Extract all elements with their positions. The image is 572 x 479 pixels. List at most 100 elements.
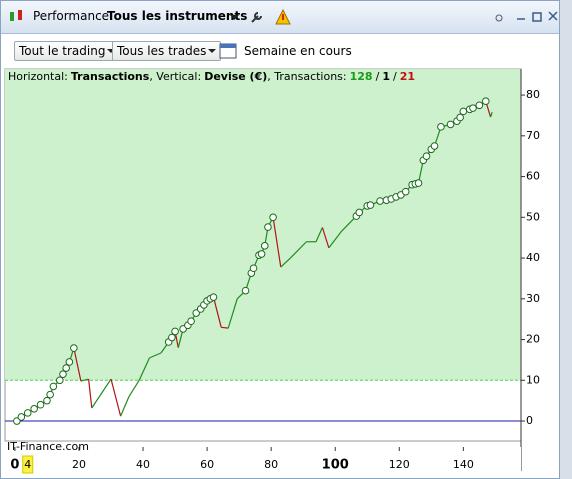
equity-segment <box>73 347 82 382</box>
tab-performance[interactable]: Performance <box>33 9 110 23</box>
new-high-marker <box>366 201 375 209</box>
watermark: IT-Finance.com <box>7 440 89 453</box>
title-bar: Performance Tous les instruments <box>1 1 559 34</box>
equity-segment <box>80 378 89 382</box>
y-tick-label: 0 <box>526 414 533 427</box>
new-high-marker <box>23 409 32 417</box>
wrench-icon[interactable] <box>249 9 265 25</box>
new-high-marker <box>49 382 58 391</box>
y-tick-label: 40 <box>526 251 540 264</box>
header-part: Devise (€) <box>204 70 267 83</box>
equity-segment <box>321 227 330 249</box>
x-tick-label: 0 <box>10 458 19 473</box>
new-high-marker <box>30 405 38 413</box>
header-part: 1 <box>382 70 390 83</box>
x-tick-label: 60 <box>200 458 214 471</box>
new-high-marker <box>475 101 484 110</box>
new-high-marker <box>422 152 431 160</box>
calendar-icon[interactable] <box>219 41 239 61</box>
equity-segment <box>280 257 291 268</box>
new-high-marker <box>241 286 250 295</box>
equity-segment <box>91 378 112 409</box>
header-part: 128 <box>350 70 373 83</box>
y-tick-label: 20 <box>526 333 540 346</box>
header-part: Transactions <box>71 70 150 83</box>
equity-segment <box>88 379 93 409</box>
new-high-marker <box>459 107 468 116</box>
toolbar: Tout le trading Tous les trades Semaine … <box>1 34 559 66</box>
header-part: Horizontal: <box>8 70 68 83</box>
new-high-marker <box>17 413 26 421</box>
equity-segment <box>289 241 307 259</box>
equity-segment <box>138 357 151 381</box>
chart: 0 10 20 30 40 50 60 70 80 0 20 40 60 80 100 120 140 4 IT-F… <box>1 68 540 477</box>
new-high-marker <box>187 317 195 326</box>
new-high-marker <box>264 223 272 231</box>
period-label: Semaine en cours <box>244 44 352 58</box>
new-high-marker <box>59 370 67 378</box>
chart-icon <box>10 10 22 21</box>
new-high-marker <box>469 104 477 112</box>
new-high-marker <box>355 208 364 217</box>
header-part: , Vertical: <box>149 70 201 83</box>
x-tick-label: 100 <box>322 458 349 473</box>
equity-segment <box>212 297 222 328</box>
new-high-marker <box>260 242 269 250</box>
new-high-marker <box>168 333 176 342</box>
new-high-marker <box>43 396 51 405</box>
window-controls[interactable] <box>491 10 561 26</box>
header-part: / <box>393 70 397 83</box>
equity-segment <box>490 112 493 118</box>
y-tick-label: 30 <box>526 292 540 305</box>
new-high-marker <box>437 123 445 131</box>
equity-segment <box>328 230 343 249</box>
cursor-box <box>22 455 34 474</box>
y-tick-label: 60 <box>526 170 540 183</box>
equity-segment <box>221 326 229 329</box>
new-high-marker <box>257 250 266 258</box>
new-high-marker <box>70 344 78 352</box>
new-high-marker <box>36 400 45 409</box>
new-high-marker <box>430 142 439 150</box>
profit-zone <box>5 69 521 381</box>
dropdown-arrow[interactable] <box>229 13 241 23</box>
header-part: / <box>376 70 380 83</box>
new-high-marker <box>456 113 464 122</box>
new-high-marker <box>481 97 490 105</box>
new-high-marker <box>171 327 179 336</box>
header-part: 21 <box>400 70 415 83</box>
new-high-marker <box>46 390 54 399</box>
x-axis-band <box>1 447 521 477</box>
x-tick-label: 20 <box>72 458 86 471</box>
new-high-marker <box>209 293 218 301</box>
tab-instruments[interactable]: Tous les instruments <box>107 9 248 23</box>
new-high-marker <box>446 120 455 129</box>
new-high-marker <box>401 187 410 196</box>
new-high-marker <box>62 364 70 372</box>
x-tick-label: 120 <box>389 458 410 471</box>
equity-segment <box>417 160 424 184</box>
filter-trades[interactable]: Tous les trades <box>112 41 222 61</box>
x-tick-label: 140 <box>453 458 474 471</box>
equity-segment <box>110 378 122 417</box>
equity-segment <box>272 217 282 268</box>
warning-icon[interactable] <box>275 9 291 25</box>
header-part: , Transactions: <box>267 70 346 83</box>
cursor-label: 4 <box>24 458 31 471</box>
x-tick-label: 80 <box>264 458 278 471</box>
y-tick-label: 10 <box>526 373 540 386</box>
equity-segment <box>149 352 162 359</box>
y-tick-label: 80 <box>526 88 540 101</box>
new-high-marker <box>376 197 384 205</box>
y-tick-label: 70 <box>526 129 540 142</box>
new-high-marker <box>269 213 277 222</box>
filter-trading[interactable]: Tout le trading <box>14 41 121 61</box>
chart-header: Horizontal: Transactions, Vertical: Devise… <box>8 70 415 83</box>
x-tick-label: 40 <box>136 458 150 471</box>
equity-segment <box>227 298 238 329</box>
new-high-marker <box>65 358 74 366</box>
equity-segment <box>315 227 323 243</box>
new-high-marker <box>414 179 423 187</box>
equity-segment <box>120 396 130 417</box>
